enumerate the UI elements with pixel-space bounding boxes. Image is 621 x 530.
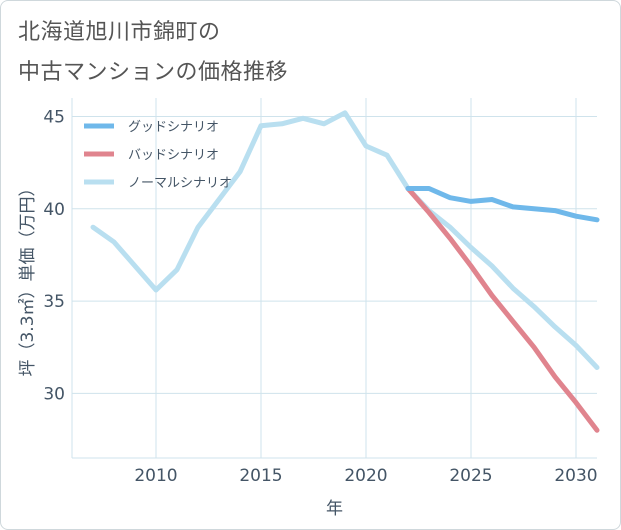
- series-line-1: [405, 186, 600, 433]
- legend-label: ノーマルシナリオ: [128, 176, 232, 191]
- y-tick-label: 40: [43, 200, 65, 220]
- x-tick-label: 2015: [239, 466, 282, 486]
- y-axis-ticks: 30 35 40 45: [43, 107, 65, 404]
- y-axis-title: 坪（3.3㎡）単価（万円）: [18, 179, 38, 376]
- legend-label: グッドシナリオ: [128, 120, 219, 135]
- x-axis-title: 年: [326, 499, 343, 519]
- x-tick-label: 2010: [134, 466, 177, 486]
- x-tick-label: 2025: [449, 466, 492, 486]
- x-tick-label: 2030: [554, 466, 597, 486]
- y-tick-label: 35: [43, 292, 65, 312]
- y-tick-label: 30: [43, 384, 65, 404]
- chart-title-line2: 中古マンションの価格推移: [18, 60, 289, 85]
- plot-area: [72, 98, 597, 458]
- series-line-2: [90, 110, 600, 370]
- chart-title-line1: 北海道旭川市錦町の: [18, 20, 221, 45]
- series-lines: [90, 110, 600, 433]
- series-line-0: [405, 186, 600, 223]
- y-tick-label: 45: [43, 107, 65, 127]
- x-axis-ticks: 2010 2015 2020 2025 2030: [134, 466, 597, 486]
- x-tick-label: 2020: [344, 466, 387, 486]
- legend-label: バッドシナリオ: [128, 148, 219, 163]
